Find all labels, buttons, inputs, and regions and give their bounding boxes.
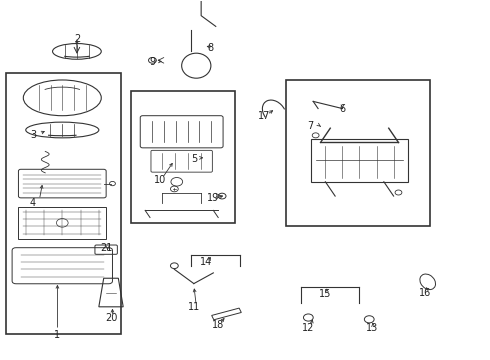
Text: 14: 14 <box>200 257 212 267</box>
Text: 13: 13 <box>366 323 378 333</box>
Text: 16: 16 <box>419 288 431 297</box>
Text: 2: 2 <box>74 34 80 44</box>
Text: 7: 7 <box>308 121 314 131</box>
Text: 12: 12 <box>302 323 315 333</box>
Text: 1: 1 <box>54 330 60 341</box>
Text: 17: 17 <box>258 111 270 121</box>
Text: 4: 4 <box>30 198 36 208</box>
Text: 3: 3 <box>30 130 36 140</box>
Text: 21: 21 <box>100 243 112 253</box>
Text: 8: 8 <box>208 43 214 53</box>
Text: 9: 9 <box>149 57 155 67</box>
Text: 19: 19 <box>207 193 220 203</box>
Text: 11: 11 <box>188 302 200 312</box>
Text: 15: 15 <box>319 289 332 299</box>
Text: 20: 20 <box>105 312 117 323</box>
Text: 6: 6 <box>340 104 345 113</box>
Text: 10: 10 <box>153 175 166 185</box>
Text: 5: 5 <box>191 154 197 163</box>
Text: 18: 18 <box>212 320 224 330</box>
